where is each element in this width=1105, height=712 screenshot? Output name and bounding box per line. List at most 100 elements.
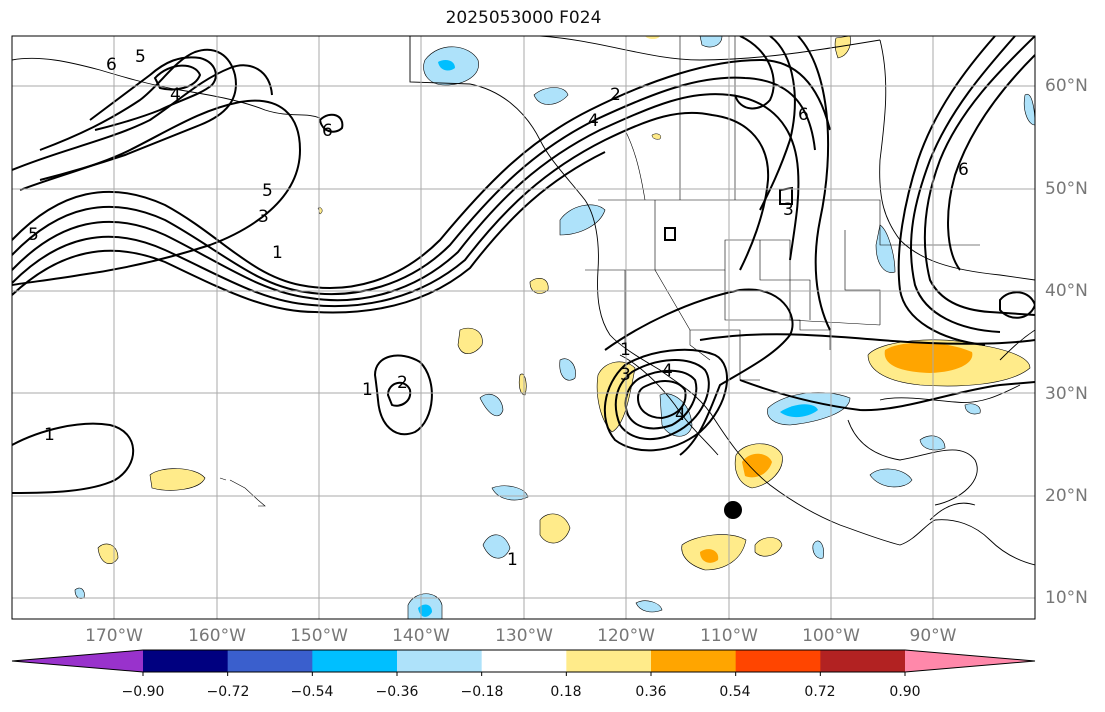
lon-label: 140°W: [392, 626, 450, 646]
contour-line: [797, 36, 831, 331]
colorbar-segment: [481, 650, 567, 672]
contour-line: [12, 151, 606, 314]
yellow-patch: [834, 36, 851, 59]
contour-label: 5: [262, 181, 273, 201]
lon-label: 90°W: [909, 626, 957, 646]
yellow-patch: [97, 543, 119, 565]
map-title: 2025053000 F024: [445, 8, 602, 28]
colorbar-tick: 0.36: [635, 684, 667, 700]
colorbar-segment: [227, 650, 313, 672]
blue-patch: [780, 404, 818, 418]
contour-label: 3: [258, 207, 269, 227]
contour-line: [318, 113, 344, 133]
contour-label: 6: [106, 55, 117, 75]
contour-line: [12, 93, 800, 302]
contour-label: 4: [675, 405, 686, 425]
lat-label: 10°N: [1045, 588, 1088, 608]
colorbar-extend-low: [12, 650, 143, 672]
contour-line: [734, 36, 775, 110]
contour-line: [12, 76, 816, 296]
orange-patch: [742, 453, 772, 478]
colorbar-tick: −0.18: [460, 684, 504, 700]
contour-label: 6: [958, 160, 969, 180]
contour-line: [614, 359, 710, 441]
lat-label: 50°N: [1045, 179, 1088, 199]
lat-label: 20°N: [1045, 486, 1088, 506]
colorbar-tick: −0.36: [375, 684, 419, 700]
colorbar-segment: [566, 650, 652, 672]
graticule: [12, 36, 1035, 619]
contour-line: [897, 36, 996, 346]
contour-label: 3: [783, 200, 794, 220]
contour-label: 4: [588, 111, 599, 131]
contour-label: 4: [662, 361, 673, 381]
contour-label: 4: [170, 85, 181, 105]
lon-label: 120°W: [597, 626, 655, 646]
yellow-patch: [539, 513, 571, 544]
contour-line: [664, 227, 676, 241]
lon-label: 130°W: [495, 626, 553, 646]
contour-label: 2: [610, 85, 621, 105]
storm-center-marker: [724, 501, 742, 519]
contour-line: [12, 64, 273, 171]
yellow-patch: [645, 36, 660, 39]
contour-line: [373, 354, 433, 436]
height-contours: [12, 36, 1035, 494]
blue-patch: [438, 60, 455, 71]
yellow-patch: [457, 327, 483, 354]
lon-label: 170°W: [85, 626, 143, 646]
yellow-patch: [529, 277, 549, 294]
orange-patch: [884, 342, 973, 373]
blue-patch: [964, 403, 981, 415]
blue-patch: [1023, 93, 1035, 126]
contour-line: [12, 99, 302, 286]
contour-label: 5: [135, 47, 146, 67]
contour-line: [759, 36, 796, 211]
colorbar: [11, 649, 1036, 676]
colorbar-extend-high: [905, 650, 1035, 672]
lat-label: 30°N: [1045, 384, 1088, 404]
colorbar-segment: [820, 650, 906, 672]
contour-label: 1: [620, 340, 631, 360]
yellow-patch: [651, 133, 661, 140]
blue-patch: [635, 600, 663, 613]
lon-label: 100°W: [802, 626, 860, 646]
blue-patch: [559, 204, 606, 236]
contour-label: 1: [362, 380, 373, 400]
colorbar-segment: [312, 650, 398, 672]
map-frame: [11, 35, 1036, 620]
contour-line: [12, 422, 135, 494]
colorbar-tick: −0.72: [206, 684, 250, 700]
blue-patch: [533, 87, 569, 105]
contour-label: 1: [507, 550, 518, 570]
contour-line: [12, 111, 770, 308]
contour-label: 1: [272, 243, 283, 263]
contour-line: [39, 48, 237, 181]
contour-line: [386, 381, 412, 407]
colorbar-tick: 0.54: [719, 684, 751, 700]
contour-line: [699, 333, 1035, 345]
contour-line: [12, 58, 831, 289]
colorbar-segment: [143, 650, 229, 672]
contour-line: [89, 56, 217, 131]
blue-patch: [482, 534, 511, 559]
yellow-patch: [754, 537, 783, 557]
colorbar-tick: 0.72: [804, 684, 836, 700]
lon-label: 150°W: [290, 626, 348, 646]
blue-patch: [479, 394, 504, 417]
lon-label: 110°W: [700, 626, 758, 646]
lat-label: 40°N: [1045, 281, 1088, 301]
contour-label: 6: [322, 121, 333, 141]
colorbar-tick: −0.54: [290, 684, 334, 700]
orange-patch: [700, 549, 719, 563]
anomaly-shading: [74, 36, 1035, 619]
colorbar-tick: 0.90: [889, 684, 921, 700]
colorbar-segment: [651, 650, 737, 672]
colorbar-segment: [735, 650, 821, 672]
contour-label: 1: [44, 425, 55, 445]
blue-patch: [812, 540, 824, 559]
blue-patch: [559, 358, 576, 381]
contour-line: [153, 64, 202, 91]
blue-patch: [875, 224, 896, 273]
